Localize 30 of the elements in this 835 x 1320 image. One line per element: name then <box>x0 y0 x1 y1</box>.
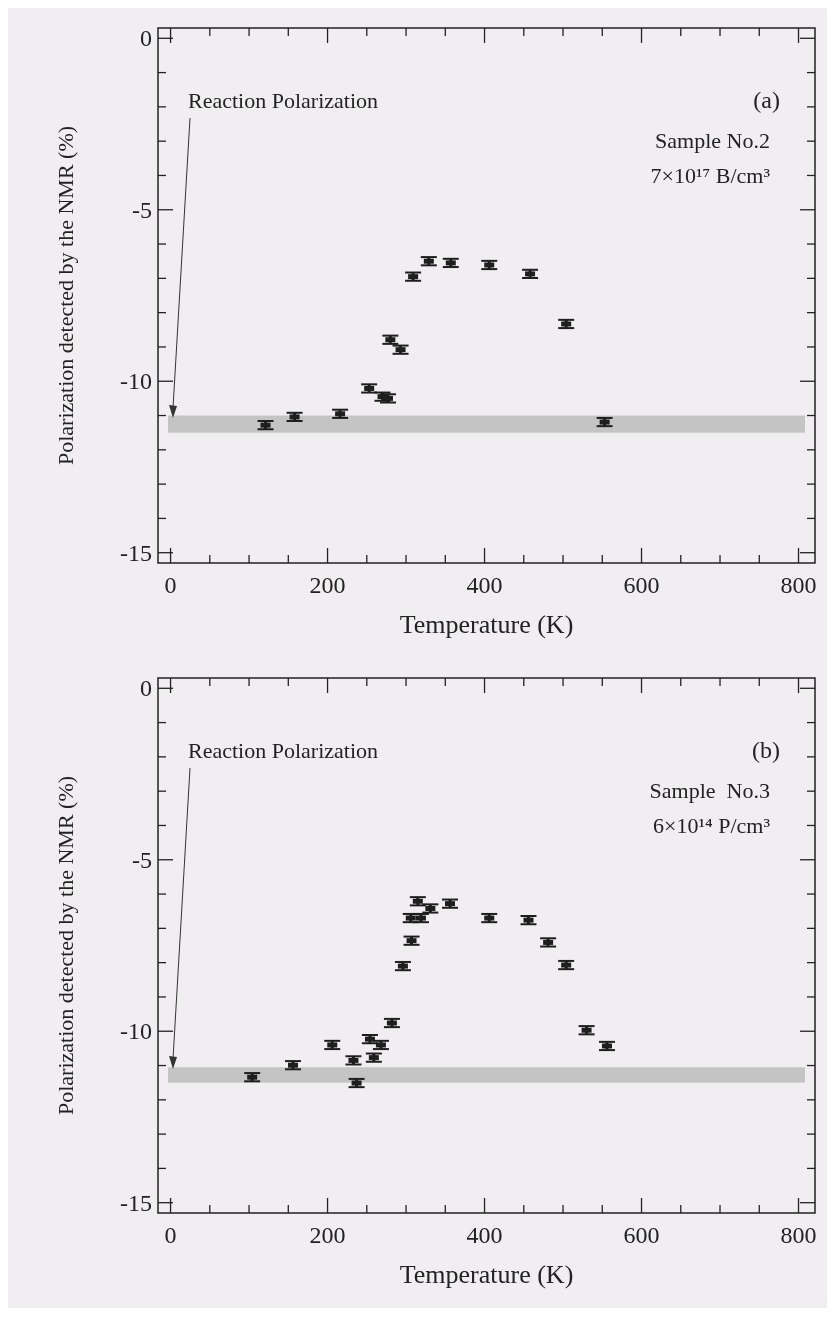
x-tick-label: 200 <box>309 572 346 598</box>
x-tick-label: 600 <box>623 572 660 598</box>
annotation: (b) <box>752 737 780 763</box>
x-axis-title: Temperature (K) <box>399 1260 574 1289</box>
y-axis-title: Polarization detected by the NMR (%) <box>53 775 78 1116</box>
x-tick-label: 600 <box>623 1222 660 1248</box>
y-tick-label: -10 <box>120 368 152 395</box>
y-tick-label: 0 <box>140 675 152 702</box>
annotation: Sample No.2 <box>655 128 770 153</box>
x-tick-label: 400 <box>466 1222 503 1248</box>
annotation: (a) <box>753 87 780 113</box>
annotation: 7×10¹⁷ B/cm³ <box>650 163 771 188</box>
x-tick-label: 800 <box>780 572 817 598</box>
x-tick-label: 0 <box>164 572 177 598</box>
y-tick-label: 0 <box>140 25 152 52</box>
annotation: Sample No.3 <box>649 778 770 803</box>
y-tick-label: -10 <box>120 1018 152 1045</box>
y-tick-label: -5 <box>132 196 152 223</box>
x-tick-label: 0 <box>164 1222 177 1248</box>
x-axis-title: Temperature (K) <box>399 610 574 639</box>
x-tick-label: 800 <box>780 1222 817 1248</box>
band-label: Reaction Polarization <box>188 88 378 113</box>
y-tick-label: -15 <box>120 1189 152 1216</box>
y-tick-label: -15 <box>120 539 152 566</box>
x-tick-label: 400 <box>466 572 503 598</box>
x-tick-label: 200 <box>309 1222 346 1248</box>
annotation: 6×10¹⁴ P/cm³ <box>653 813 771 838</box>
band-label: Reaction Polarization <box>188 738 378 763</box>
y-axis-title: Polarization detected by the NMR (%) <box>53 125 78 466</box>
y-tick-label: -5 <box>132 846 152 873</box>
